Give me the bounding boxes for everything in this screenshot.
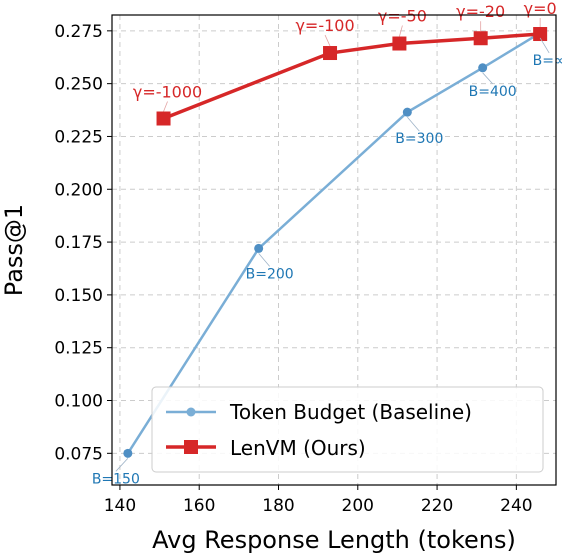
annotation-label-baseline: B=200 <box>246 266 294 282</box>
plot-frame <box>111 14 557 486</box>
legend-label-lenvm: LenVM (Ours) <box>230 436 366 460</box>
annotation-arrow-baseline <box>407 116 420 132</box>
annotation-arrow-lenvm <box>163 101 168 112</box>
data-point-baseline <box>478 63 488 73</box>
legend-label-baseline: Token Budget (Baseline) <box>229 400 472 424</box>
x-tick-label: 140 <box>104 496 136 516</box>
annotation-arrow-baseline <box>258 253 270 267</box>
x-tick-label: 180 <box>262 496 294 516</box>
axis-ticks: 140 160 180 200 220 240 0.075 0.100 0.125 0.150 0.… <box>54 22 532 516</box>
data-point-lenvm <box>392 36 407 51</box>
annotation-arrow-baseline <box>539 37 550 54</box>
annotation-arrow-lenvm <box>324 34 331 47</box>
legend-box <box>151 386 544 473</box>
x-tick-label: 240 <box>500 496 532 516</box>
annotations: B=150 B=200 B=300 B=400 B=∞ γ=-1000 γ=-100 γ=-5… <box>92 0 562 487</box>
annotation-label-lenvm: γ=-50 <box>378 7 427 26</box>
y-tick-label: 0.075 <box>54 444 103 464</box>
annotation-label-lenvm: γ=-100 <box>295 16 354 35</box>
series-line-lenvm <box>162 32 541 121</box>
y-tick-label: 0.275 <box>54 22 103 42</box>
y-tick-label: 0.250 <box>54 75 103 95</box>
y-tick-label: 0.175 <box>54 233 103 253</box>
y-tick-label: 0.100 <box>54 392 103 412</box>
annotation-arrow-baseline <box>482 72 493 85</box>
annotation-label-lenvm: γ=-1000 <box>133 83 202 102</box>
y-tick-label: 0.225 <box>54 127 103 147</box>
legend: Token Budget (Baseline) LenVM (Ours) <box>151 386 544 473</box>
annotation-label-baseline: B=400 <box>469 84 517 100</box>
x-axis-label: Avg Response Length (tokens) <box>152 526 516 554</box>
x-tick-label: 160 <box>183 496 215 516</box>
y-tick-label: 0.200 <box>54 180 103 200</box>
data-point-lenvm <box>156 111 171 126</box>
data-point-lenvm <box>533 27 548 42</box>
series <box>123 27 548 458</box>
annotation-label-lenvm: γ=-20 <box>456 2 505 21</box>
annotation-arrow-baseline <box>115 458 129 472</box>
legend-marker-baseline <box>186 407 196 417</box>
x-tick-label: 200 <box>342 496 374 516</box>
annotation-label-baseline: B=150 <box>92 471 140 487</box>
legend-marker-lenvm <box>184 440 198 454</box>
annotation-label-baseline: B=∞ <box>533 53 562 69</box>
data-point-baseline <box>402 107 412 117</box>
annotation-label-lenvm: γ=0 <box>524 0 557 18</box>
data-point-lenvm <box>473 31 488 46</box>
data-point-lenvm <box>323 46 338 61</box>
annotation-label-baseline: B=300 <box>395 131 443 147</box>
x-tick-label: 220 <box>421 496 453 516</box>
data-point-baseline <box>254 243 264 253</box>
y-tick-label: 0.125 <box>54 339 103 359</box>
y-axis-label: Pass@1 <box>0 204 28 296</box>
annotation-arrow-lenvm <box>399 25 403 37</box>
y-tick-label: 0.150 <box>54 286 103 306</box>
data-point-baseline <box>123 448 133 458</box>
